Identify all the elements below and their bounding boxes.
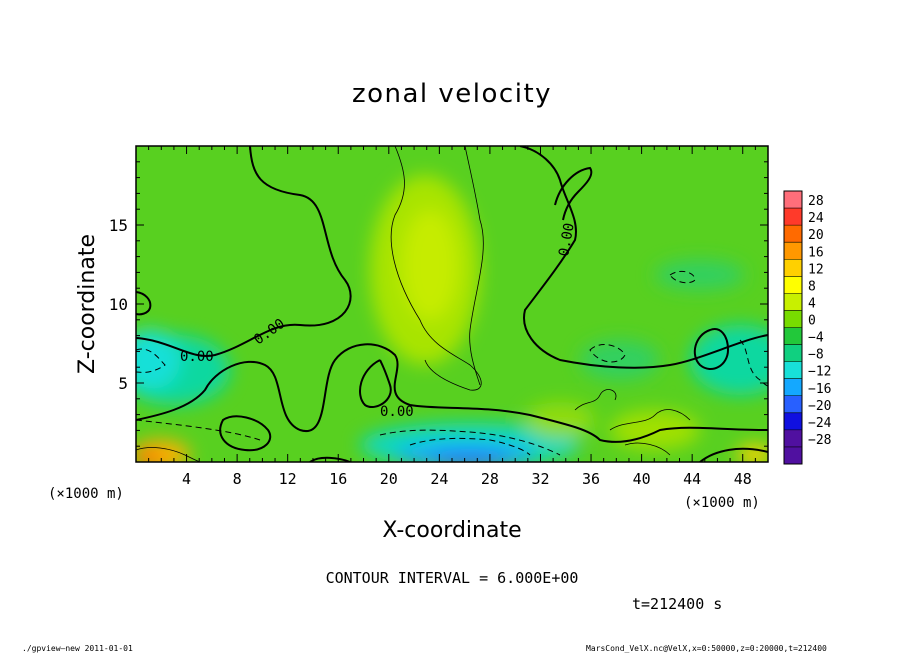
y-tick-label: 15	[109, 216, 128, 235]
colorbar-label: −20	[808, 399, 831, 414]
colorbar-swatch	[784, 242, 802, 260]
x-tick-label: 28	[481, 470, 499, 488]
heatmap-field: 0.00 0.00 0.00 0.00	[136, 146, 768, 462]
colorbar-label: 16	[808, 245, 824, 260]
contour-interval-text: CONTOUR INTERVAL = 6.000E+00	[326, 569, 579, 587]
x-unit-label-left: (×1000 m)	[48, 486, 124, 502]
negative-contours	[136, 270, 768, 456]
colorbar-swatch	[784, 378, 802, 397]
colorbar-label: −12	[808, 365, 831, 380]
colorbar-swatch	[784, 361, 802, 380]
x-tick-label: 44	[683, 470, 701, 488]
x-tick-label: 12	[279, 470, 297, 488]
y-tick-label: 10	[109, 295, 128, 314]
x-axis-label: X-coordinate	[382, 518, 521, 543]
footer-right: MarsCond_VelX.nc@VelX,x=0:50000,z=0:2000…	[586, 644, 827, 653]
x-tick-label: 48	[734, 470, 752, 488]
colorbar-swatch	[784, 191, 802, 209]
colorbar-swatch	[784, 412, 802, 431]
colorbar-label: 20	[808, 228, 824, 243]
colorbar-label: −16	[808, 382, 831, 397]
colorbar-swatch	[784, 276, 802, 294]
colorbar-swatch	[784, 208, 802, 226]
colorbar-swatch	[784, 225, 802, 243]
colorbar-label: 28	[808, 194, 824, 209]
colorbar-swatch	[784, 429, 802, 448]
colorbar-swatch	[784, 293, 802, 311]
x-tick-label: 40	[633, 470, 651, 488]
colorbar-swatch	[784, 327, 802, 346]
x-tick-label: 20	[380, 470, 398, 488]
x-tick-label: 8	[233, 470, 242, 488]
x-tick-label: 36	[582, 470, 600, 488]
colorbar-swatch	[784, 395, 802, 414]
colorbar-label: 8	[808, 279, 816, 294]
colorbar: 28 24 20 16 12 8 4 0 −4 −8 −12 −16 −20 −24 −28	[783, 190, 832, 465]
footer-left: ./gpview—new 2011-01-01	[22, 644, 133, 653]
colorbar-label: 24	[808, 211, 824, 226]
chart-title: zonal velocity	[352, 79, 552, 109]
colorbar-swatch	[784, 310, 802, 328]
colorbar-label: 4	[808, 296, 816, 311]
y-axis: 5 10 15	[109, 145, 768, 463]
x-tick-label: 24	[430, 470, 448, 488]
contour-label: 0.00	[556, 222, 578, 258]
x-tick-label: 32	[531, 470, 549, 488]
colorbar-label: 0	[808, 314, 816, 329]
colorbar-label: −24	[808, 416, 832, 431]
contour-label: 0.00	[380, 404, 414, 420]
colorbar-label: −28	[808, 433, 831, 448]
colorbar-swatch	[784, 446, 802, 465]
colorbar-swatch	[784, 344, 802, 363]
colorbar-label: −4	[808, 331, 824, 346]
contour-label: 0.00	[180, 349, 214, 365]
x-axis: 4 8 12 16 20 24 28 32 36 40 44 48	[135, 146, 769, 488]
x-unit-label-right: (×1000 m)	[684, 495, 760, 511]
x-tick-label: 4	[182, 470, 191, 488]
colorbar-label: 12	[808, 262, 824, 277]
positive-contours	[136, 146, 691, 462]
colorbar-swatch	[784, 259, 802, 277]
time-text: t=212400 s	[632, 595, 722, 613]
x-tick-label: 16	[329, 470, 347, 488]
y-axis-label: Z-coordinate	[75, 234, 100, 374]
colorbar-label: −8	[808, 348, 824, 363]
y-tick-label: 5	[118, 374, 128, 393]
